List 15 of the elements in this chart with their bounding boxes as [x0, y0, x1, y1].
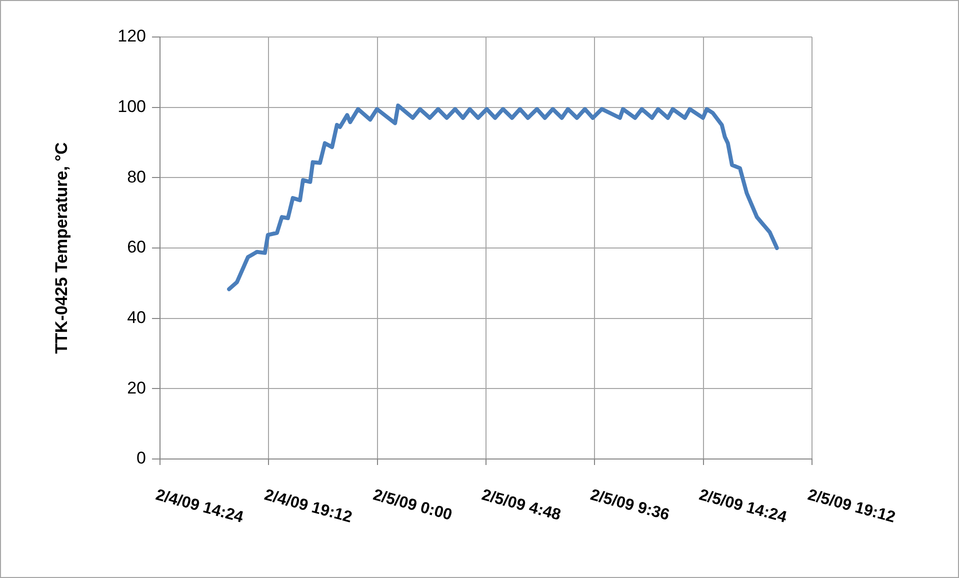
y-tick-label: 80 [127, 167, 146, 186]
y-tick-label: 120 [118, 26, 146, 46]
x-tick-label: 2/4/09 19:12 [262, 486, 354, 526]
x-tick-label: 2/5/09 0:00 [371, 486, 454, 524]
x-tick-label: 2/5/09 14:24 [697, 486, 788, 526]
x-tick-label: 2/5/09 9:36 [588, 486, 672, 524]
y-tick-label: 40 [127, 308, 146, 328]
x-tick-label: 2/5/09 4:48 [480, 486, 563, 524]
y-tick-label: 0 [136, 448, 146, 468]
x-tick-label: 2/5/09 19:12 [806, 486, 898, 526]
y-tick-label: 60 [127, 238, 146, 257]
y-tick-label: 20 [127, 378, 146, 398]
y-axis-title: TTK-0425 Temperature, °C [52, 142, 71, 354]
y-tick-label: 100 [118, 97, 146, 116]
x-tick-label: 2/4/09 14:24 [154, 486, 246, 526]
